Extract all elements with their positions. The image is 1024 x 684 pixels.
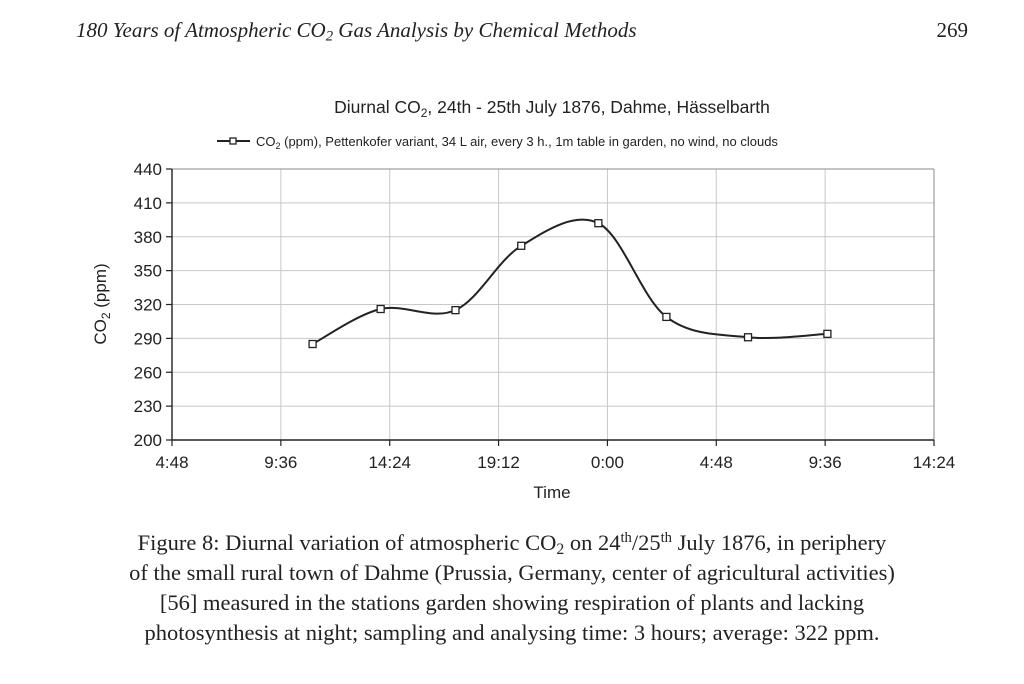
running-title-text: 180 Years of Atmospheric CO bbox=[76, 18, 326, 42]
data-point-marker bbox=[743, 333, 753, 342]
x-tick-label: 4:48 bbox=[155, 453, 188, 472]
data-point-marker bbox=[376, 304, 385, 314]
x-tick-label: 9:36 bbox=[809, 453, 842, 472]
running-title: 180 Years of Atmospheric CO2 Gas Analysi… bbox=[76, 18, 637, 45]
co2-line-chart: 4:48 9:36 14:24 19:12 0:00 4:48 9:36 14:24 200 23… bbox=[91, 97, 956, 502]
data-point-marker bbox=[823, 329, 832, 339]
caption-line-4: photosynthesis at night; sampling and an… bbox=[144, 620, 880, 645]
axis-layer: 4:48 9:36 14:24 19:12 0:00 4:48 9:36 14:24 200 23… bbox=[134, 160, 956, 472]
legend-marker-swatch bbox=[229, 137, 237, 145]
data-point-marker bbox=[662, 312, 671, 322]
data-point-marker bbox=[594, 219, 603, 228]
y-tick-label: 440 bbox=[134, 160, 162, 179]
x-axis-label: Time bbox=[533, 483, 570, 502]
data-point-marker bbox=[451, 305, 460, 315]
caption-line-2: of the small rural town of Dahme (Prussi… bbox=[129, 560, 895, 585]
page-number: 269 bbox=[936, 18, 969, 42]
y-axis-label: CO2 (ppm) bbox=[91, 263, 113, 344]
figure-caption: Figure 8: Diurnal variation of atmospher… bbox=[60, 528, 964, 648]
x-tick-label: 4:48 bbox=[700, 453, 733, 472]
y-tick-label: 260 bbox=[134, 363, 162, 382]
x-tick-label: 0:00 bbox=[591, 453, 624, 472]
data-point-marker bbox=[517, 241, 526, 250]
y-tick-label: 380 bbox=[134, 228, 162, 247]
caption-line-3: [56] measured in the stations garden sho… bbox=[159, 590, 865, 615]
x-tick-label: 14:24 bbox=[368, 453, 411, 472]
y-tick-label: 290 bbox=[134, 329, 162, 348]
y-tick-label: 350 bbox=[134, 262, 162, 281]
y-tick-label: 200 bbox=[134, 431, 162, 450]
x-tick-label: 14:24 bbox=[913, 453, 956, 472]
y-tick-label: 410 bbox=[134, 194, 162, 213]
y-tick-label: 320 bbox=[134, 296, 162, 315]
running-title-subscript: 2 bbox=[325, 28, 334, 45]
caption-line-1: Figure 8: Diurnal variation of atmospher… bbox=[137, 529, 887, 558]
grid-layer bbox=[172, 168, 935, 440]
chart-title: Diurnal CO2, 24th - 25th July 1876, Dahm… bbox=[334, 97, 770, 120]
x-tick-label: 19:12 bbox=[477, 453, 520, 472]
y-tick-label: 230 bbox=[134, 397, 162, 416]
legend: CO2 (ppm), Pettenkofer variant, 34 L air… bbox=[217, 134, 778, 151]
data-point-marker bbox=[308, 339, 317, 349]
legend-label: CO2 (ppm), Pettenkofer variant, 34 L air… bbox=[256, 134, 778, 151]
series-layer bbox=[308, 218, 832, 349]
running-title-text-end: Gas Analysis by Chemical Methods bbox=[333, 18, 637, 42]
x-tick-label: 9:36 bbox=[264, 453, 297, 472]
co2-series-line bbox=[312, 218, 828, 345]
